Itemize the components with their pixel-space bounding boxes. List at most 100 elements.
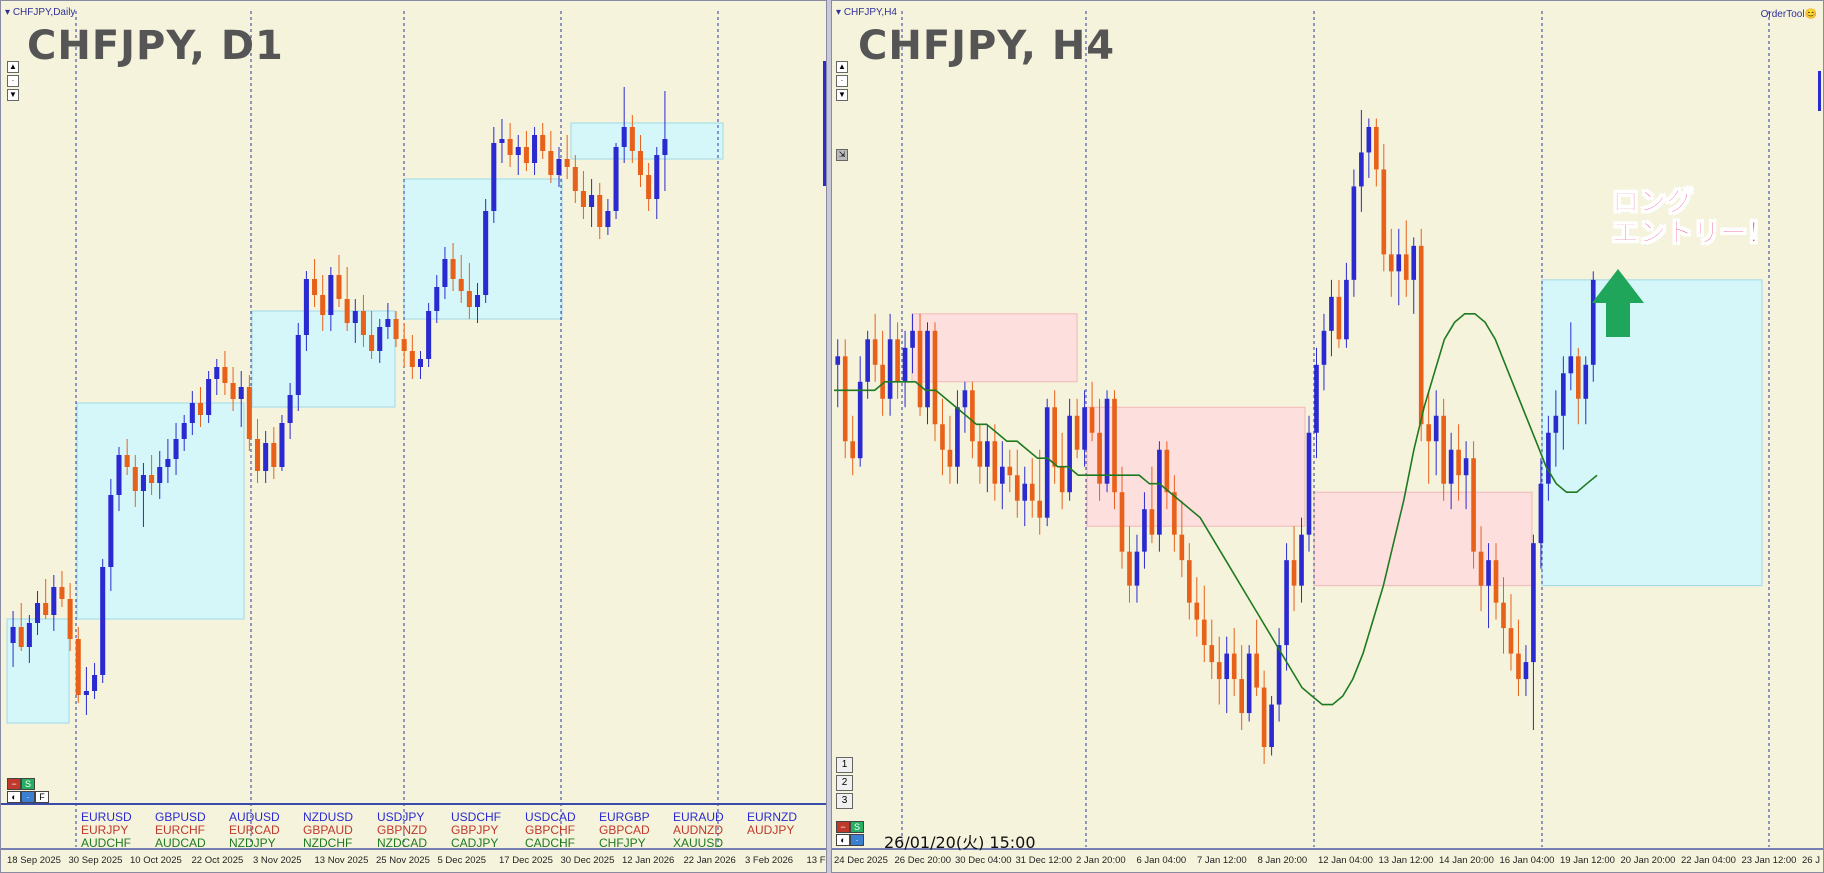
candle-body [564, 159, 570, 167]
pair-button[interactable]: GBPCAD [599, 823, 650, 837]
candle-body [409, 351, 415, 367]
candle-body [344, 299, 350, 323]
candle-body [173, 439, 179, 459]
chart-d1-canvas[interactable]: 18 Sep 2025 30 Sep 2025 10 Oct 2025 22 Oct … [1, 1, 827, 873]
x-tick-label: 13 Feb [807, 855, 828, 866]
candle-body [287, 395, 293, 423]
x-tick-label: 22 Jan 04:00 [1681, 855, 1736, 866]
candle-body [474, 295, 481, 307]
scale-button[interactable]: · [7, 75, 19, 87]
s-button[interactable]: S [21, 778, 35, 790]
candle-body [1516, 653, 1521, 680]
scroll-up-button[interactable]: ▲ [836, 61, 848, 73]
candle-body [124, 455, 130, 467]
candle-body [100, 567, 106, 675]
pair-button[interactable]: AUDCAD [155, 836, 206, 850]
pair-button[interactable]: AUDUSD [229, 810, 280, 824]
pair-button[interactable]: EURGBP [599, 810, 650, 824]
pair-button[interactable]: EURCHF [155, 823, 205, 837]
candle-body [369, 335, 375, 351]
candle-body [1157, 449, 1162, 535]
page-button-3[interactable]: 3 [836, 793, 853, 809]
pair-button[interactable]: EURNZD [747, 810, 797, 824]
x-tick-label: 3 Nov 2025 [253, 855, 302, 866]
candle-body [1119, 492, 1125, 552]
candle-body [597, 195, 603, 227]
pair-button[interactable]: USDCHF [451, 810, 501, 824]
pair-button[interactable]: NZDUSD [303, 810, 353, 824]
candle-body [842, 356, 848, 442]
chart-h4-canvas[interactable]: 24 Dec 2025 26 Dec 20:00 30 Dec 04:00 31 De… [832, 1, 1824, 873]
pair-button[interactable]: GBPAUD [303, 823, 353, 837]
pair-button[interactable]: EURAUD [673, 810, 724, 824]
candle-body [1531, 543, 1536, 663]
candle-body [556, 159, 562, 175]
pair-button[interactable]: USDJPY [377, 810, 425, 824]
candle-body [548, 151, 554, 175]
window-title-h4[interactable]: ▾ CHFJPY,H4 [836, 7, 897, 18]
pair-button[interactable]: AUDNZD [673, 823, 723, 837]
candle-body [1074, 415, 1080, 450]
candle-body [1104, 398, 1110, 484]
pair-button[interactable]: XAUUSD [673, 836, 724, 850]
pair-button[interactable]: GBPUSD [155, 810, 206, 824]
candle-body [1209, 645, 1215, 663]
candle-body [206, 379, 212, 415]
pair-button[interactable]: CADJPY [451, 836, 499, 850]
config-button[interactable]: · [21, 791, 35, 803]
scroll-down-button[interactable]: ▼ [7, 89, 19, 101]
chart-window-d1[interactable]: 18 Sep 2025 30 Sep 2025 10 Oct 2025 22 Oct … [0, 0, 827, 873]
scale-button[interactable]: · [836, 75, 848, 87]
page-button-1[interactable]: 1 [836, 757, 853, 773]
pane-divider[interactable] [827, 0, 831, 873]
candle-body [1142, 509, 1147, 552]
pair-button[interactable]: USDCAD [525, 810, 576, 824]
pair-button[interactable]: AUDCHF [81, 836, 131, 850]
candle-body [1246, 653, 1252, 714]
cursor-button[interactable]: ◐ [836, 834, 850, 846]
chart-window-h4[interactable]: 24 Dec 2025 26 Dec 20:00 30 Dec 04:00 31 De… [831, 0, 1824, 873]
scroll-up-button[interactable]: ▲ [7, 61, 19, 73]
candle-body [1374, 126, 1379, 170]
pair-button[interactable]: EURJPY [81, 823, 129, 837]
pair-button[interactable]: CHFJPY [599, 836, 646, 850]
pair-button[interactable]: GBPJPY [451, 823, 499, 837]
candle-body [238, 387, 244, 399]
pair-button[interactable]: NZDJPY [229, 836, 276, 850]
long-entry-annotation: ロング エントリー！ [1612, 187, 1775, 250]
x-tick-label: 25 Nov 2025 [376, 855, 430, 866]
page-button-2[interactable]: 2 [836, 775, 853, 791]
pair-button[interactable]: EURUSD [81, 810, 132, 824]
candle-body [132, 467, 138, 491]
candle-body [887, 339, 893, 399]
x-tick-label: 17 Dec 2025 [499, 855, 553, 866]
range-zone-0 [911, 313, 1078, 383]
candle-body [295, 335, 301, 395]
f-button[interactable]: F [35, 791, 49, 803]
pair-button[interactable]: GBPCHF [525, 823, 576, 837]
shift-button[interactable]: ⇲ [836, 149, 848, 161]
pair-button[interactable]: NZDCHF [303, 836, 353, 850]
candle-body [254, 439, 261, 471]
scroll-down-button[interactable]: ▼ [836, 89, 848, 101]
minus-button[interactable]: − [7, 778, 21, 790]
s-button[interactable]: S [850, 821, 864, 833]
pair-button[interactable]: AUDJPY [747, 823, 795, 837]
range-zone-3 [1541, 279, 1763, 587]
x-tick-label: 31 Dec 12:00 [1016, 855, 1073, 866]
config-button[interactable]: · [850, 834, 864, 846]
annotation-line-1: ロング [1612, 187, 1694, 219]
x-tick-label: 12 Jan 04:00 [1318, 855, 1373, 866]
candle-body [1194, 602, 1200, 620]
candle-body [116, 455, 122, 495]
cursor-button[interactable]: ◐ [7, 791, 21, 803]
pair-button[interactable]: EURCAD [229, 823, 280, 837]
window-title-d1[interactable]: ▾ CHFJPY,Daily [5, 7, 76, 18]
pair-button[interactable]: GBPNZD [377, 823, 428, 837]
minus-button[interactable]: − [836, 821, 850, 833]
pair-button[interactable]: CADCHF [525, 836, 575, 850]
x-tick-label: 30 Dec 2025 [561, 855, 615, 866]
order-tool-label[interactable]: OrderTool😊 [1760, 9, 1817, 20]
pair-button[interactable]: NZDCAD [377, 836, 427, 850]
candle-body [75, 639, 81, 695]
